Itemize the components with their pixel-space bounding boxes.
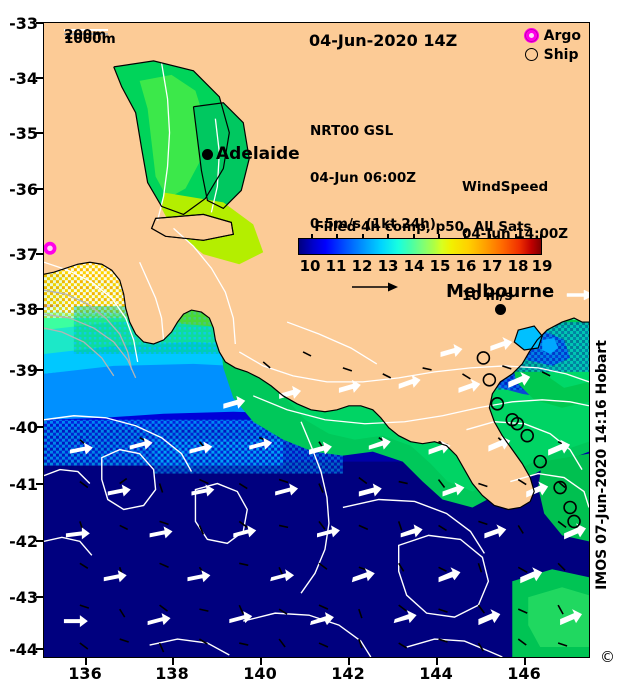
depth-key-200m-line (64, 29, 108, 31)
x-tick-label-4: 144 (419, 664, 453, 683)
bathymetry-200m-contour (44, 62, 589, 425)
y-tick-label-4: -37 (9, 245, 38, 264)
current-vector-key: NRT00 GSL 04-Jun 06:00Z 0.5m/s (1kt 24h) (310, 93, 436, 309)
bathymetry-1000m-contour (44, 289, 137, 379)
argo-float-marker (44, 241, 57, 255)
cb-tick-5: 15 (429, 257, 451, 275)
colorbar: Filled 4h comp, p50, All Sats 10 11 12 1… (298, 219, 553, 277)
map-plot-area[interactable]: 200m 1000m 04-Jun-2020 14Z Argo Ship NRT… (43, 22, 590, 658)
legend-label-argo: Argo (543, 27, 581, 44)
x-tick-label-3: 142 (331, 664, 365, 683)
city-label-adelaide: Adelaide (216, 144, 300, 164)
x-tick-label-0: 136 (68, 664, 102, 683)
y-tick-label-6: -39 (9, 361, 38, 380)
cb-tick-9: 19 (531, 257, 553, 275)
colorbar-title: Filled 4h comp, p50, All Sats (314, 219, 532, 235)
city-label-melbourne: Melbourne (446, 281, 555, 302)
colorbar-tick-labels: 10 11 12 13 14 15 16 17 18 19 (298, 257, 553, 277)
current-key-line2: 04-Jun 06:00Z (310, 169, 417, 186)
city-dot-icon (202, 148, 213, 160)
city-marker-melbourne: Melbourne (446, 281, 554, 315)
cb-tick-0: 10 (299, 257, 321, 275)
wind-key-line3: 10 m/s (462, 288, 513, 304)
y-tick-label-1: -34 (9, 69, 38, 88)
x-tick-label-1: 138 (155, 664, 189, 683)
x-tick-label-2: 140 (243, 664, 277, 683)
y-tick-label-2: -35 (9, 124, 38, 143)
y-tick-label-11: -44 (9, 640, 38, 659)
y-tick-label-7: -40 (9, 418, 38, 437)
cb-tick-3: 13 (377, 257, 399, 275)
marker-legend: Argo Ship (524, 26, 581, 64)
y-tick-label-0: -33 (9, 14, 38, 33)
depth-contour-key: 200m 1000m (64, 27, 116, 47)
city-marker-adelaide: Adelaide (202, 144, 300, 164)
y-tick-label-10: -43 (9, 588, 38, 607)
city-dot-icon (494, 304, 506, 315)
page-title: 04-Jun-2020 14Z (309, 31, 458, 50)
ship-icon (524, 48, 538, 61)
legend-row-argo: Argo (524, 26, 581, 45)
depth-key-1000m-label: 1000m (64, 31, 116, 47)
y-tick-label-3: -36 (9, 180, 38, 199)
depth-key-200m-label: 200m (64, 27, 107, 43)
cb-tick-6: 16 (455, 257, 477, 275)
cb-tick-7: 17 (481, 257, 503, 275)
legend-label-ship: Ship (543, 46, 579, 63)
colorbar-gradient (298, 234, 542, 255)
y-tick-label-9: -42 (9, 532, 38, 551)
credit-text: IMOS 07-Jun-2020 14:16 Hobart (594, 340, 610, 590)
depth-key-1000m-line (64, 33, 108, 35)
cb-tick-1: 11 (325, 257, 347, 275)
x-tick-label-5: 146 (507, 664, 541, 683)
wind-speed-key: WindSpeed 04-Jun 14:00Z 10 m/s (462, 149, 589, 352)
wind-key-line2: 04-Jun 14:00Z (462, 225, 569, 242)
y-tick-label-8: -41 (9, 475, 38, 494)
cb-tick-8: 18 (507, 257, 529, 275)
wind-key-arrow (519, 273, 589, 321)
sst-field-layer (44, 23, 589, 657)
current-key-line1: NRT00 GSL (310, 123, 394, 139)
current-vectors (79, 351, 568, 653)
cb-tick-4: 14 (403, 257, 425, 275)
current-key-arrow (310, 266, 398, 292)
cb-tick-2: 12 (351, 257, 373, 275)
wind-vectors (63, 337, 587, 628)
current-key-line3: 0.5m/s (1kt 24h) (310, 216, 436, 232)
wind-key-line1: WindSpeed (462, 179, 549, 195)
y-tick-label-5: -38 (9, 300, 38, 319)
argo-float-icon (524, 29, 538, 42)
ship-markers (476, 351, 581, 529)
coastline (44, 60, 589, 511)
copyright-icon: © (600, 648, 615, 666)
legend-row-ship: Ship (524, 45, 581, 64)
